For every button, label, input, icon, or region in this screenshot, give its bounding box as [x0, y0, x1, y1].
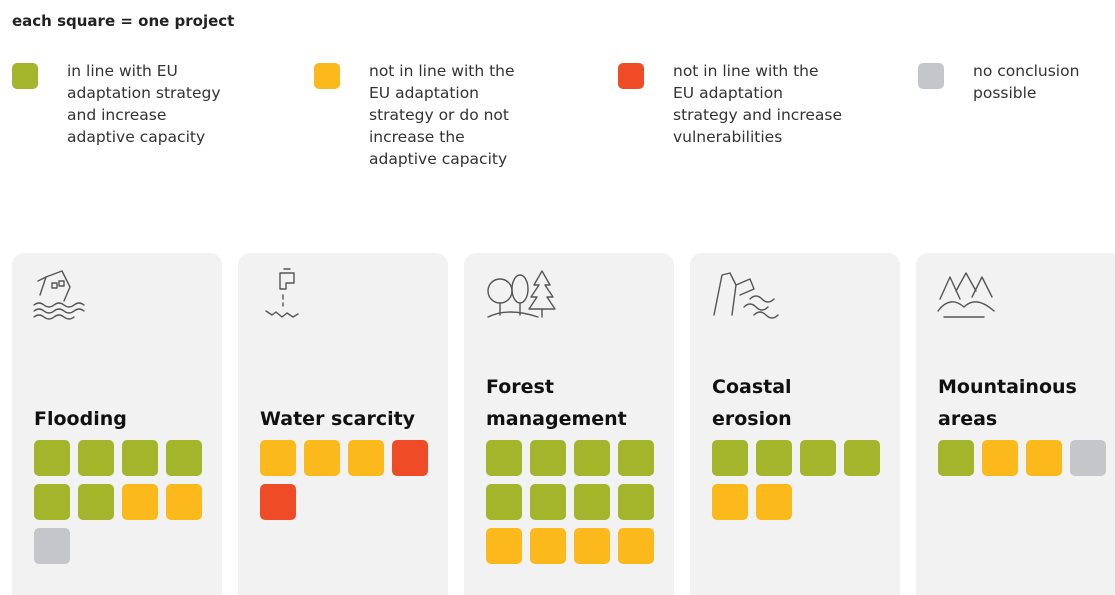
project-square [304, 440, 340, 476]
project-square [166, 484, 202, 520]
project-square [260, 440, 296, 476]
legend-swatch [918, 63, 944, 89]
legend-line: adaptation strategy [67, 84, 221, 102]
project-square [78, 484, 114, 520]
card: Coastal erosion [690, 253, 900, 595]
legend-line: vulnerabilities [673, 128, 783, 146]
icon [713, 272, 779, 319]
card-title: Mountainous areas [938, 371, 1077, 435]
project-square [78, 440, 114, 476]
project-square [530, 484, 566, 520]
icon [487, 270, 556, 318]
project-square [712, 484, 748, 520]
project-square [574, 484, 610, 520]
project-square [34, 440, 70, 476]
project-square [486, 484, 522, 520]
card-title-line: areas [938, 408, 998, 430]
project-square [166, 440, 202, 476]
project-square [486, 440, 522, 476]
icon [33, 270, 85, 320]
card-title-line: Water scarcity [260, 408, 416, 430]
card: Flooding [12, 253, 222, 595]
project-square [618, 484, 654, 520]
project-square [1026, 440, 1062, 476]
project-square [756, 484, 792, 520]
project-square [844, 440, 880, 476]
project-square [260, 484, 296, 520]
card-title-line: Coastal [712, 376, 792, 398]
card-title: Coastal erosion [712, 371, 792, 435]
project-square [1070, 440, 1106, 476]
project-square [530, 528, 566, 564]
legend-line: and increase [67, 106, 167, 124]
project-square [348, 440, 384, 476]
legend-label: no conclusion possible [973, 60, 1079, 104]
project-square [122, 440, 158, 476]
project-square [34, 528, 70, 564]
legend-line: adaptive capacity [369, 150, 508, 168]
icon [265, 268, 299, 318]
card-title-line: management [486, 408, 627, 430]
project-square [618, 528, 654, 564]
legend-label: not in line with the EU adaptation strateg… [673, 60, 842, 148]
legend-label: not in line with the EU adaptation strateg… [369, 60, 515, 170]
legend-swatch [618, 63, 644, 89]
legend-line: strategy or do not [369, 106, 509, 124]
project-square [574, 528, 610, 564]
card-title: Flooding [34, 403, 127, 435]
legend-line: adaptive capacity [67, 128, 206, 146]
card-title-line: Mountainous [938, 376, 1077, 398]
legend-line: EU adaptation [369, 84, 480, 102]
project-square [800, 440, 836, 476]
legend-label: in line with EU adaptation strategy and in… [67, 60, 221, 148]
legend-line: increase the [369, 128, 465, 146]
project-square [486, 528, 522, 564]
project-square [392, 440, 428, 476]
project-square [34, 484, 70, 520]
legend-line: not in line with the [369, 62, 515, 80]
card-title: Water scarcity [260, 403, 415, 435]
legend-swatch [314, 63, 340, 89]
legend-swatch [12, 63, 38, 89]
chart-title: each square = one project [12, 12, 235, 30]
legend-line: in line with EU [67, 62, 178, 80]
legend-line: possible [973, 84, 1037, 102]
project-square [530, 440, 566, 476]
card-title-line: erosion [712, 408, 792, 430]
legend-line: no conclusion [973, 62, 1080, 80]
card: Mountainous areas [916, 253, 1115, 595]
project-square [618, 440, 654, 476]
card-title: Forest management [486, 371, 627, 435]
card: Forest management [464, 253, 674, 595]
legend-line: EU adaptation [673, 84, 784, 102]
icon [937, 272, 995, 318]
card: Water scarcity [238, 253, 448, 595]
project-square [712, 440, 748, 476]
card-title-line: Flooding [34, 408, 127, 430]
project-square [122, 484, 158, 520]
project-square [982, 440, 1018, 476]
legend-line: not in line with the [673, 62, 819, 80]
project-square [574, 440, 610, 476]
project-square [756, 440, 792, 476]
card-title-line: Forest [486, 376, 554, 398]
legend-line: strategy and increase [673, 106, 842, 124]
project-square [938, 440, 974, 476]
